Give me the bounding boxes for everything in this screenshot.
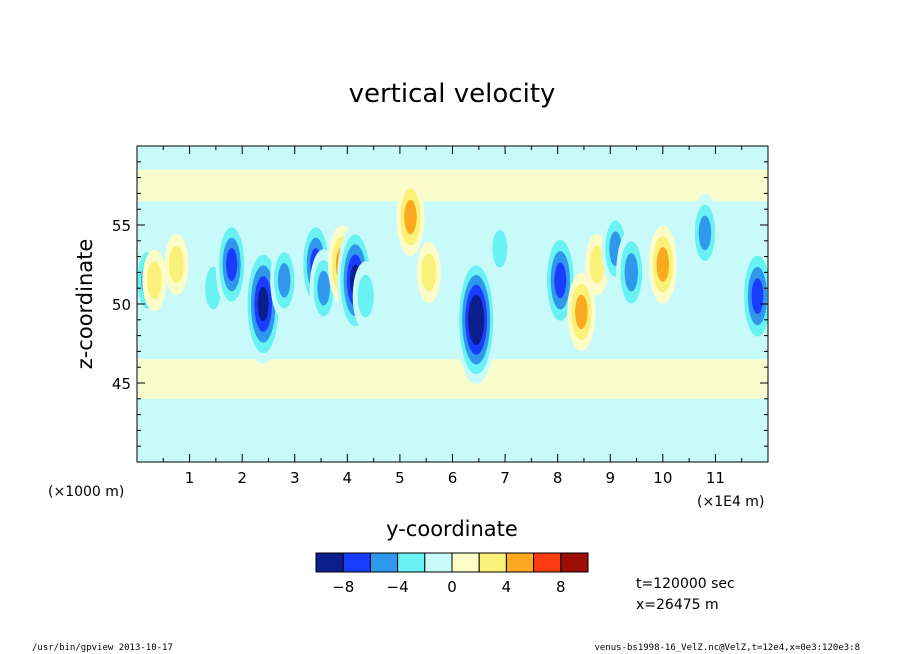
feature-contour bbox=[317, 270, 330, 306]
x-tick-label: 4 bbox=[343, 469, 353, 487]
y-tick-label: 50 bbox=[112, 296, 131, 314]
feature-cell bbox=[396, 178, 425, 257]
x-tick-label: 6 bbox=[448, 469, 458, 487]
feature-contour bbox=[575, 294, 588, 330]
position-label: x=26475 m bbox=[636, 597, 719, 613]
x-axis-label: y-coordinate bbox=[386, 517, 518, 541]
feature-contour bbox=[554, 262, 567, 299]
colorbar-swatch bbox=[369, 552, 399, 573]
x-tick-label: 10 bbox=[653, 469, 672, 487]
feature-contour bbox=[257, 286, 269, 322]
chart-title: vertical velocity bbox=[349, 79, 556, 109]
feature-cell bbox=[616, 229, 647, 316]
x-tick-label: 9 bbox=[605, 469, 615, 487]
feature-cell bbox=[487, 218, 512, 280]
feature-cell bbox=[164, 233, 189, 296]
colorbar-tick-label: −8 bbox=[332, 578, 354, 596]
colorbar: −8 −4 0 4 8 bbox=[315, 552, 589, 596]
colorbar-swatch bbox=[505, 552, 535, 573]
feature-contour bbox=[146, 261, 162, 300]
feature-cell bbox=[740, 244, 768, 348]
feature-cell bbox=[142, 249, 167, 311]
colorbar-swatch bbox=[560, 552, 589, 573]
x-unit-left: (×1000 m) bbox=[48, 484, 124, 500]
footer-left: /usr/bin/gpview 2013-10-17 bbox=[32, 643, 173, 653]
colorbar-swatch bbox=[424, 552, 453, 573]
plot-features bbox=[137, 178, 768, 384]
x-tick-label: 5 bbox=[395, 469, 405, 487]
weak-updraft-band bbox=[137, 359, 768, 399]
colorbar-swatch bbox=[478, 552, 507, 573]
x-unit-right: (×1E4 m) bbox=[697, 494, 764, 510]
feature-contour bbox=[226, 248, 238, 281]
feature-contour bbox=[357, 274, 374, 318]
y-tick-label: 55 bbox=[112, 217, 131, 235]
feature-contour bbox=[404, 199, 417, 235]
feature-cell bbox=[352, 261, 379, 331]
feature-contour bbox=[751, 278, 764, 315]
colorbar-swatch bbox=[342, 552, 371, 573]
feature-contour bbox=[492, 229, 508, 268]
feature-cell bbox=[648, 225, 677, 304]
x-tick-label: 1 bbox=[185, 469, 195, 487]
feature-cell bbox=[215, 217, 248, 312]
y-tick-label: 45 bbox=[112, 375, 131, 393]
colorbar-tick-label: −4 bbox=[387, 578, 409, 596]
plot-bands bbox=[137, 169, 768, 399]
feature-contour bbox=[698, 215, 712, 251]
feature-contour bbox=[656, 247, 670, 282]
feature-cell bbox=[567, 272, 596, 351]
colorbar-swatch bbox=[315, 552, 344, 573]
y-axis-label: z-coordinate bbox=[73, 239, 97, 370]
colorbar-swatch bbox=[533, 552, 562, 573]
feature-cell bbox=[416, 241, 441, 303]
colorbar-tick-label: 0 bbox=[447, 578, 457, 596]
footer-right: venus-bs1998-16_VelZ.nc@VelZ,t=12e4,x=0e… bbox=[594, 643, 860, 653]
colorbar-swatch bbox=[451, 552, 480, 573]
plot-area bbox=[137, 146, 768, 462]
colorbar-swatch bbox=[397, 552, 426, 573]
colorbar-tick-label: 8 bbox=[556, 578, 566, 596]
feature-contour bbox=[624, 253, 638, 292]
feature-cell bbox=[690, 193, 719, 272]
x-tick-label: 3 bbox=[290, 469, 300, 487]
feature-contour bbox=[589, 245, 605, 284]
time-label: t=120000 sec bbox=[636, 576, 735, 592]
feature-contour bbox=[421, 253, 437, 292]
feature-cell bbox=[270, 241, 299, 320]
x-tick-label: 7 bbox=[500, 469, 510, 487]
weak-updraft-band bbox=[137, 169, 768, 202]
feature-cell bbox=[456, 255, 497, 384]
feature-contour bbox=[471, 304, 482, 336]
feature-contour bbox=[278, 262, 291, 298]
colorbar-tick-label: 4 bbox=[502, 578, 512, 596]
x-tick-label: 11 bbox=[706, 469, 725, 487]
x-tick-label: 8 bbox=[553, 469, 563, 487]
feature-contour bbox=[169, 245, 184, 284]
x-tick-label: 2 bbox=[237, 469, 247, 487]
